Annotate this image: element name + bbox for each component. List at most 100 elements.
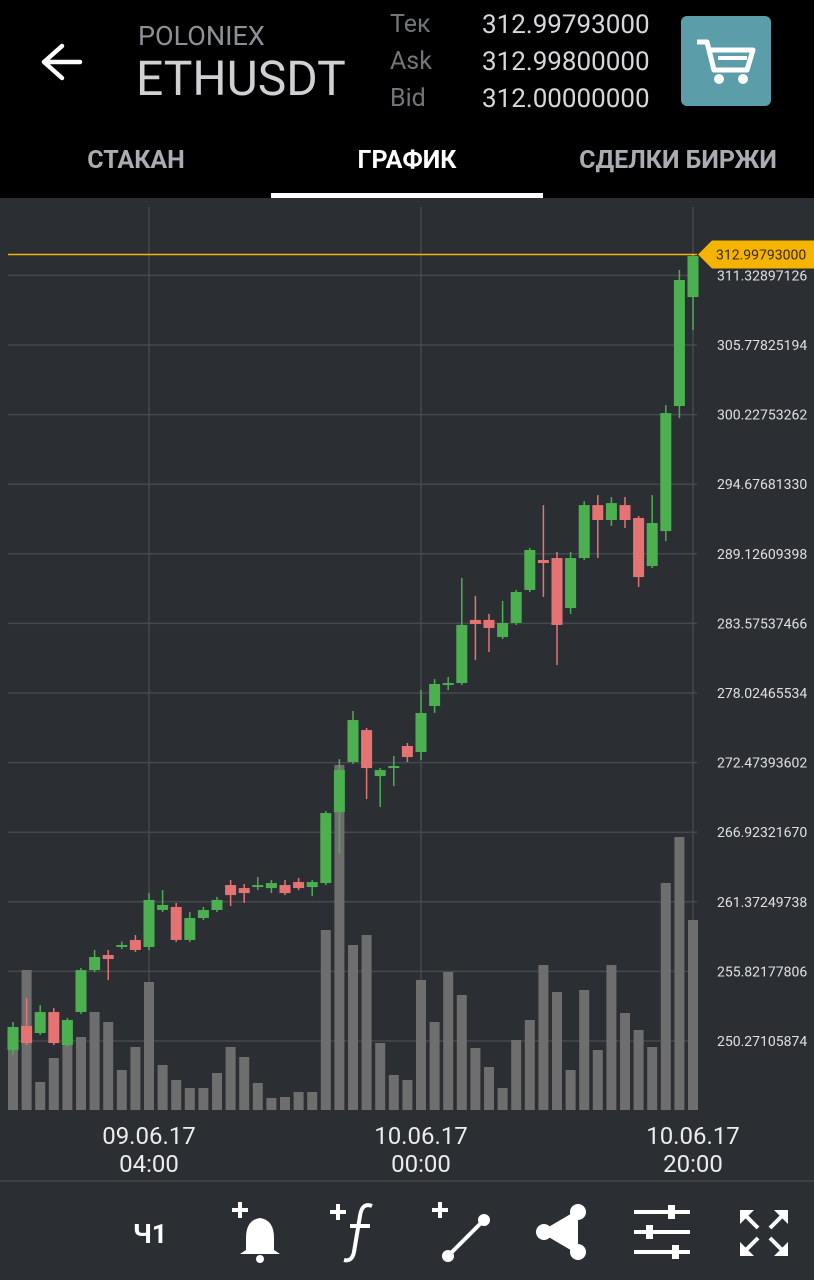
y-tick-label: 294.67681330 — [717, 477, 807, 493]
interval-button[interactable]: Ч1 — [133, 1218, 168, 1250]
candle-body — [157, 904, 169, 910]
candle-body — [279, 885, 291, 894]
volume-bar — [144, 982, 154, 1110]
volume-bar — [565, 1070, 576, 1110]
volume-bar — [497, 1088, 508, 1110]
volume-bar — [470, 1048, 481, 1110]
cart-button[interactable] — [681, 16, 771, 106]
volume-bar — [76, 1037, 86, 1110]
quote-value: 312.00000000 — [482, 84, 650, 114]
y-tick-label: 250.27105874 — [717, 1034, 807, 1050]
candle-body — [646, 523, 658, 567]
indicator-button[interactable] — [330, 1203, 373, 1263]
candle-body — [578, 505, 590, 559]
candle-body — [116, 944, 128, 947]
candle-body — [497, 622, 509, 638]
y-tick-label: 266.92321670 — [717, 825, 807, 841]
volume-bar — [198, 1088, 209, 1110]
candle-body — [265, 883, 277, 889]
candle-body — [429, 684, 441, 706]
candle-body — [21, 1025, 33, 1044]
volume-bar — [334, 765, 345, 1110]
candle-body — [102, 955, 114, 960]
volume-bar — [48, 1058, 59, 1110]
candle-body — [619, 505, 631, 521]
volume-bar — [293, 1092, 304, 1110]
volume-bar — [660, 883, 671, 1110]
header: POLONIEX ETHUSDT Тек 312.99793000 Ask 31… — [0, 0, 814, 198]
candle-body — [551, 558, 563, 625]
volume-bar — [266, 1098, 277, 1110]
candle-body — [75, 970, 87, 1013]
volume-bar — [280, 1097, 290, 1110]
candle-body — [660, 413, 672, 532]
candle-body — [388, 766, 400, 769]
volume-bar — [62, 1035, 73, 1110]
volume-bar — [688, 920, 698, 1110]
fullscreen-button[interactable] — [740, 1210, 788, 1256]
volume-bar — [511, 1040, 522, 1110]
x-tick-label: 09.06.17 04:00 — [102, 1122, 196, 1178]
volume-bar — [579, 990, 590, 1110]
volume-bar — [116, 1070, 127, 1110]
candle-body — [7, 1026, 19, 1051]
tab[interactable]: СТАКАН — [87, 146, 185, 175]
back-button[interactable] — [40, 42, 84, 82]
candle-body — [687, 256, 699, 298]
x-tick-label: 10.06.17 00:00 — [374, 1122, 468, 1178]
volume-bar — [674, 837, 685, 1110]
candle-body — [483, 619, 495, 628]
candle-body — [34, 1012, 46, 1034]
volume-bar — [402, 1080, 413, 1110]
tab[interactable]: СДЕЛКИ БИРЖИ — [579, 146, 777, 175]
drawing-button[interactable] — [432, 1202, 490, 1262]
toolbar-icons — [232, 1202, 788, 1263]
pair-name: ETHUSDT — [136, 50, 346, 107]
chart: 250.27105874 255.82177806 261.37249738 266.… — [0, 198, 814, 1180]
candle-body — [225, 885, 237, 896]
tab-indicator — [271, 193, 543, 198]
tab[interactable]: ГРАФИК — [357, 146, 457, 175]
volume-bar — [416, 980, 426, 1110]
volume-bar — [103, 1022, 114, 1110]
volume-bar — [592, 1050, 603, 1110]
volume-bar — [89, 1012, 100, 1110]
candle-body — [374, 770, 386, 777]
candle-body — [129, 939, 141, 950]
volume-bar — [606, 965, 617, 1110]
volume-bar — [8, 1050, 18, 1110]
y-tick-label: 261.37249738 — [717, 895, 807, 911]
candle-body — [143, 899, 155, 947]
toolbar: Ч1 — [0, 1180, 814, 1280]
volume-bar — [307, 1092, 318, 1110]
y-tick-label: 272.47393602 — [717, 756, 807, 772]
candle-body — [442, 683, 454, 686]
volume-bar — [552, 992, 562, 1110]
candle-body — [293, 882, 305, 889]
settings-button[interactable] — [634, 1205, 690, 1259]
quote-label: Тек — [390, 10, 431, 39]
candle-body — [633, 518, 645, 578]
volume-bar — [252, 1083, 263, 1110]
volume-bar — [348, 945, 358, 1110]
quote-label: Bid — [390, 84, 426, 113]
x-tick-label: 10.06.17 20:00 — [646, 1122, 740, 1178]
volume-bar — [130, 1047, 141, 1110]
candle-body — [537, 560, 549, 564]
candle-body — [565, 558, 577, 609]
volume-bar — [35, 1082, 46, 1110]
share-button[interactable] — [536, 1204, 586, 1260]
volume-bar — [239, 1057, 250, 1110]
candle-body — [510, 591, 522, 623]
candle-body — [456, 624, 468, 684]
alert-button[interactable] — [232, 1202, 280, 1263]
candle-body — [89, 957, 101, 971]
candle-body — [61, 1019, 73, 1046]
candle-body — [673, 280, 685, 407]
volume-bar — [620, 1013, 630, 1110]
candle-body — [605, 503, 617, 521]
volume-bar — [484, 1067, 494, 1110]
candle-body — [401, 745, 413, 758]
candle-body — [306, 882, 318, 888]
